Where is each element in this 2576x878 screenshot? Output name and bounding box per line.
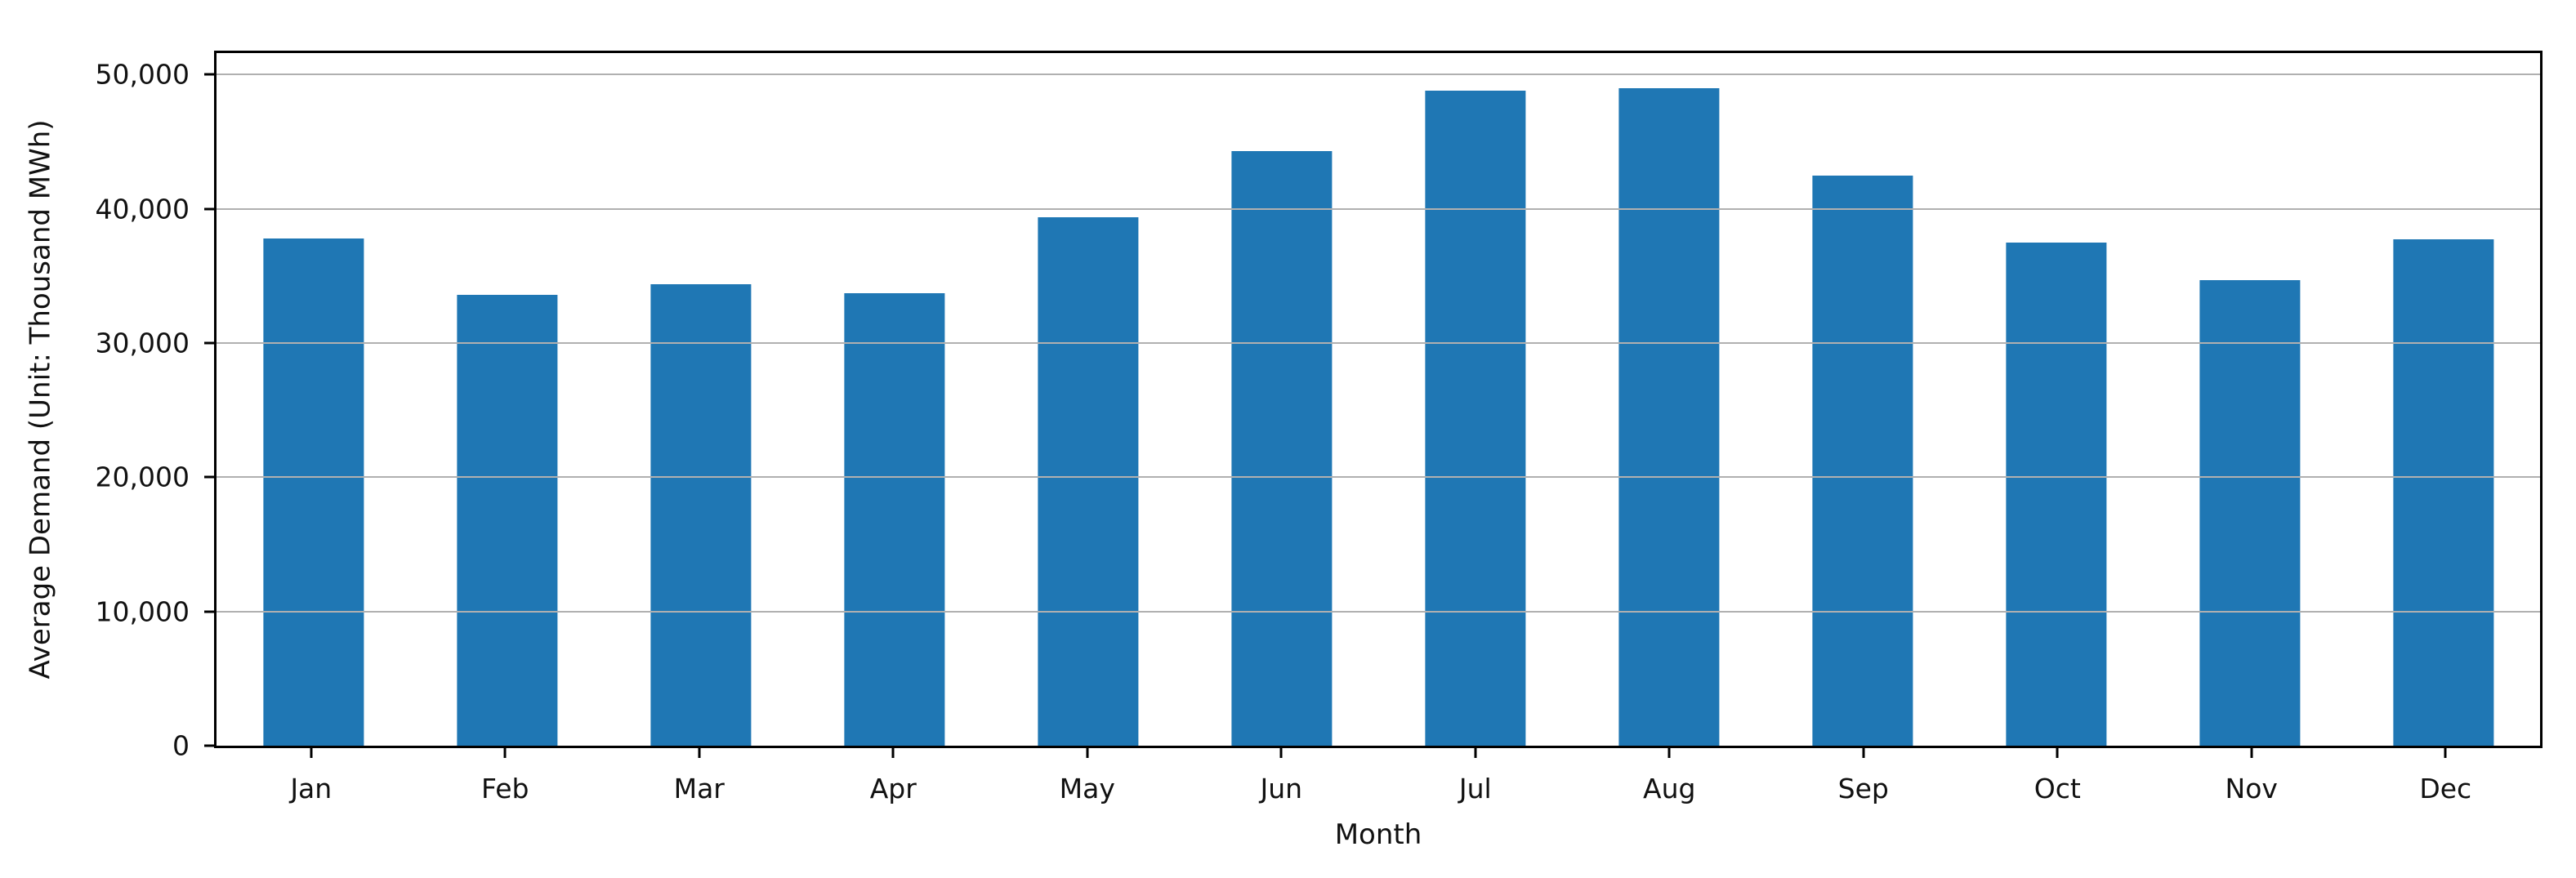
bar-sep	[1811, 175, 1913, 746]
x-tick-label: Mar	[673, 773, 725, 804]
y-tick-labels: 0 10,000 20,000 30,000 40,000 50,000	[0, 53, 190, 760]
bar-nov	[2199, 279, 2301, 746]
x-tick-label: Jan	[290, 773, 333, 804]
x-tick-mark	[1862, 748, 1865, 758]
x-tick-label: Apr	[869, 773, 917, 804]
gridlines-layer	[217, 53, 2540, 746]
x-tick-label: Oct	[2034, 773, 2081, 804]
x-tick-mark	[698, 748, 701, 758]
x-tick-mark	[891, 748, 895, 758]
y-tick-label: 0	[172, 729, 190, 762]
x-tick-mark	[1667, 748, 1671, 758]
x-tick-labels: Jan Feb Mar Apr May Jun Jul Aug Sep Oct Nov Dec	[214, 773, 2543, 809]
x-tick-label: Jul	[1458, 773, 1492, 804]
x-tick-label: Jun	[1260, 773, 1303, 804]
x-tick-mark	[1279, 748, 1283, 758]
x-tick-mark	[1474, 748, 1477, 758]
bar-jan	[262, 238, 364, 746]
y-tick-label: 10,000	[95, 595, 190, 628]
x-tick-label: Sep	[1837, 773, 1889, 804]
y-tick-mark	[204, 207, 214, 211]
x-tick-mark	[2250, 748, 2253, 758]
bar-feb	[456, 294, 558, 746]
x-axis-title: Month	[1334, 818, 1422, 851]
bar-jun	[1230, 150, 1333, 746]
x-tick-mark	[1086, 748, 1089, 758]
bars-layer	[217, 53, 2540, 746]
plot-area	[214, 51, 2543, 748]
x-tick-mark	[2056, 748, 2059, 758]
x-tick-label: Nov	[2225, 773, 2278, 804]
y-tick-mark	[204, 610, 214, 613]
x-tick-label: May	[1059, 773, 1115, 804]
y-tick-marks	[204, 53, 214, 747]
y-tick-label: 40,000	[95, 193, 190, 225]
bar-mar	[650, 283, 752, 746]
y-tick-mark	[204, 475, 214, 479]
bar-dec	[2392, 239, 2494, 746]
bar-aug	[1618, 87, 1720, 746]
x-tick-mark	[2444, 748, 2447, 758]
gridline	[217, 74, 2540, 76]
bar-apr	[843, 293, 945, 746]
x-tick-marks	[214, 748, 2543, 758]
bar-may	[1037, 216, 1139, 746]
x-tick-mark	[310, 748, 313, 758]
gridline	[217, 341, 2540, 344]
y-tick-label: 20,000	[95, 461, 190, 493]
x-tick-label: Feb	[481, 773, 529, 804]
gridline	[217, 476, 2540, 479]
x-tick-label: Aug	[1643, 773, 1696, 804]
y-tick-mark	[204, 341, 214, 345]
x-tick-mark	[503, 748, 507, 758]
gridline	[217, 207, 2540, 210]
bar-jul	[1424, 91, 1526, 746]
y-tick-label: 30,000	[95, 327, 190, 359]
gridline	[217, 610, 2540, 613]
y-tick-label: 50,000	[95, 58, 190, 91]
bar-oct	[2005, 242, 2107, 746]
x-tick-label: Dec	[2419, 773, 2472, 804]
y-tick-mark	[204, 73, 214, 76]
y-tick-mark	[204, 744, 214, 747]
